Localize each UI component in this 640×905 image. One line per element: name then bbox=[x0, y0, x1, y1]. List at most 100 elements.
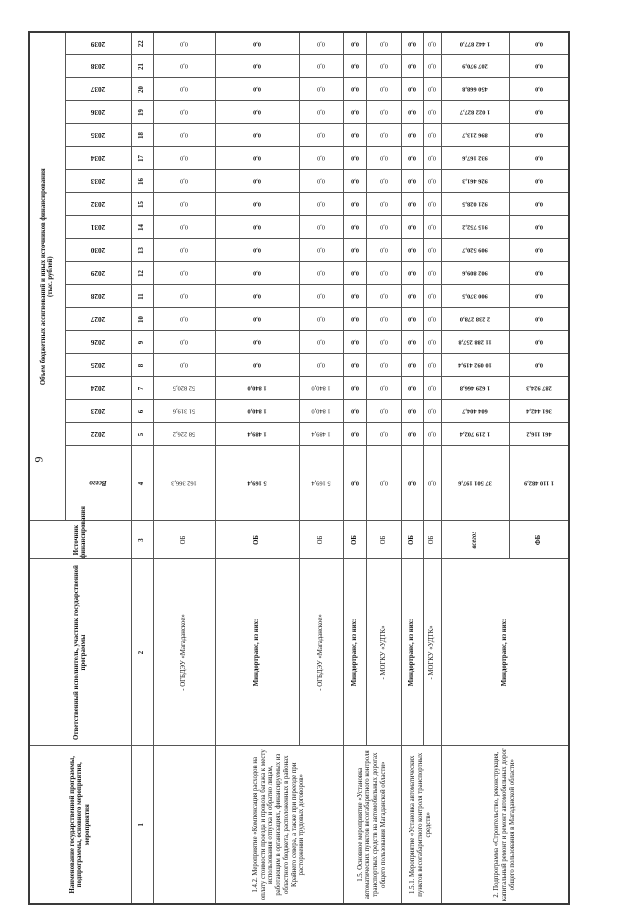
value-cell: 0,0 bbox=[509, 124, 569, 147]
vertical-text: 0,0 bbox=[317, 293, 325, 301]
table-row: 2. Подпрограмма «Строительство, реконстр… bbox=[441, 31, 569, 904]
vertical-text: 0,0 bbox=[379, 109, 388, 117]
year-header-cell: 2035 bbox=[65, 124, 131, 147]
value-cell: 0,0 bbox=[423, 216, 441, 239]
vertical-text: 915 752,2 bbox=[462, 224, 488, 232]
vertical-text: 0,0 bbox=[428, 201, 436, 209]
vertical-text: 0,0 bbox=[253, 201, 261, 209]
vertical-text: 0,0 bbox=[534, 132, 543, 140]
value-cell: 5 169,4 bbox=[215, 446, 299, 521]
vertical-text: 1 110 482,9 bbox=[523, 480, 554, 488]
vertical-text: 0,0 bbox=[408, 362, 416, 370]
value-cell: 0,0 bbox=[299, 239, 343, 262]
header-row-titles: Наименование государственной программы, … bbox=[29, 31, 131, 904]
value-cell: 0,0 bbox=[299, 31, 343, 55]
value-cell: 207 970,9 bbox=[441, 55, 509, 78]
value-cell: 0,0 bbox=[343, 377, 366, 400]
vertical-text: 0,0 bbox=[428, 270, 436, 278]
vertical-text: 287 924,3 bbox=[525, 385, 552, 393]
value-cell: 0,0 bbox=[401, 31, 423, 55]
value-cell: 0,0 bbox=[215, 31, 299, 55]
value-cell: 0,0 bbox=[401, 262, 423, 285]
vertical-text: 0,0 bbox=[180, 40, 188, 48]
vertical-text: 2028 bbox=[90, 292, 106, 301]
vertical-text: 896 213,7 bbox=[462, 132, 488, 140]
value-cell: 0,0 bbox=[366, 331, 401, 354]
finance-table-body: - ОГБДЭУ «Магаданское» ОБ 162 366,3 58 226,… bbox=[153, 31, 569, 904]
vertical-text: 2034 bbox=[90, 154, 106, 163]
value-cell: 0,0 bbox=[299, 216, 343, 239]
value-cell: 0,0 bbox=[509, 354, 569, 377]
column-number-cell: 14 bbox=[131, 216, 153, 239]
value-cell: 0,0 bbox=[401, 147, 423, 170]
column-number-cell: 17 bbox=[131, 147, 153, 170]
vertical-text: 0,0 bbox=[379, 247, 388, 255]
vertical-text: 0,0 bbox=[428, 480, 436, 488]
value-cell: 0,0 bbox=[401, 193, 423, 216]
vertical-text: 0,0 bbox=[317, 316, 325, 324]
value-cell: 52 820,5 bbox=[153, 377, 215, 400]
value-cell: 461 116,2 bbox=[509, 423, 569, 446]
vertical-text: 51 319,6 bbox=[172, 408, 196, 416]
value-cell: 2 238 278,0 bbox=[441, 308, 509, 331]
value-cell: 0,0 bbox=[343, 78, 366, 101]
vertical-text: 0,0 bbox=[350, 339, 359, 347]
vertical-text: 0,0 bbox=[408, 293, 416, 301]
column-number-cell: 8 bbox=[131, 354, 153, 377]
program-cell bbox=[153, 746, 215, 904]
column-number-cell: 16 bbox=[131, 170, 153, 193]
column-number-cell: 12 bbox=[131, 262, 153, 285]
vertical-text: 0,0 bbox=[379, 63, 388, 71]
vertical-text: 1 489,4 bbox=[247, 431, 267, 439]
vertical-text: 461 116,2 bbox=[526, 431, 552, 439]
vertical-text: 0,0 bbox=[317, 339, 325, 347]
vertical-text: 0,0 bbox=[534, 339, 543, 347]
vertical-text: 0,0 bbox=[534, 63, 543, 71]
vertical-text: 0,0 bbox=[180, 293, 188, 301]
column-number-cell: 7 bbox=[131, 377, 153, 400]
column-number-cell: 3 bbox=[131, 521, 153, 559]
source-cell: ОБ bbox=[366, 521, 401, 559]
vertical-text: 0,0 bbox=[428, 247, 436, 255]
value-cell: 0,0 bbox=[509, 331, 569, 354]
value-cell: 0,0 bbox=[366, 124, 401, 147]
vertical-text: 2030 bbox=[90, 246, 106, 255]
vertical-text: 2039 bbox=[90, 39, 106, 48]
vertical-text: 0,0 bbox=[180, 63, 188, 71]
value-cell: 896 213,7 bbox=[441, 124, 509, 147]
vertical-text: 0,0 bbox=[534, 201, 543, 209]
vertical-text: 0,0 bbox=[350, 132, 359, 140]
value-cell: 0,0 bbox=[423, 170, 441, 193]
vertical-text: 0,0 bbox=[534, 224, 543, 232]
value-cell: 0,0 bbox=[401, 285, 423, 308]
value-cell: 0,0 bbox=[423, 446, 441, 521]
executor-cell: - МОГКУ «УДТК» bbox=[423, 559, 441, 746]
value-cell: 1 840,0 bbox=[215, 377, 299, 400]
vertical-text: 2022 bbox=[90, 430, 106, 439]
value-cell: 0,0 bbox=[299, 55, 343, 78]
vertical-text: 0,0 bbox=[180, 201, 188, 209]
value-cell: 0,0 bbox=[509, 78, 569, 101]
vertical-text: 0,0 bbox=[534, 293, 543, 301]
vertical-text: 0,0 bbox=[350, 155, 359, 163]
finance-table: Наименование государственной программы, … bbox=[28, 30, 570, 905]
vertical-text: 0,0 bbox=[253, 132, 261, 140]
value-cell: 0,0 bbox=[366, 147, 401, 170]
vertical-text: 1 442 877,0 bbox=[459, 40, 491, 48]
vertical-text: 0,0 bbox=[180, 247, 188, 255]
vertical-text: 0,0 bbox=[317, 40, 325, 48]
source-cell: ОБ bbox=[215, 521, 299, 559]
vertical-text: 932 167,6 bbox=[462, 155, 488, 163]
vertical-text: 0,0 bbox=[428, 385, 436, 393]
value-cell: 0,0 bbox=[423, 400, 441, 423]
vertical-text: 1 840,0 bbox=[247, 385, 267, 393]
value-cell: 0,0 bbox=[215, 308, 299, 331]
value-cell: 0,0 bbox=[366, 193, 401, 216]
column-number-cell: 4 bbox=[131, 446, 153, 521]
vertical-text: 0,0 bbox=[253, 178, 261, 186]
value-cell: 0,0 bbox=[343, 55, 366, 78]
value-cell: 0,0 bbox=[215, 147, 299, 170]
value-cell: 0,0 bbox=[366, 216, 401, 239]
vertical-text: 0,0 bbox=[350, 224, 359, 232]
value-cell: 0,0 bbox=[343, 193, 366, 216]
